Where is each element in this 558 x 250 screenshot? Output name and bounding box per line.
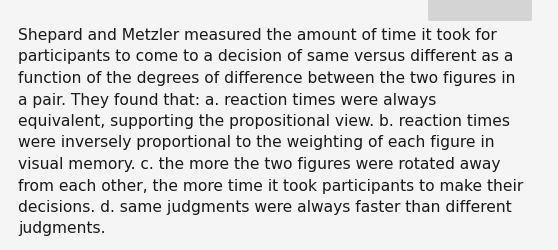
Text: equivalent, supporting the propositional view. b. reaction times: equivalent, supporting the propositional… — [18, 114, 510, 128]
Text: Shepard and Metzler measured the amount of time it took for: Shepard and Metzler measured the amount … — [18, 28, 497, 43]
Text: judgments.: judgments. — [18, 220, 105, 236]
Text: were inversely proportional to the weighting of each figure in: were inversely proportional to the weigh… — [18, 135, 494, 150]
Text: from each other, the more time it took participants to make their: from each other, the more time it took p… — [18, 178, 523, 193]
Text: function of the degrees of difference between the two figures in: function of the degrees of difference be… — [18, 71, 516, 86]
Text: participants to come to a decision of same versus different as a: participants to come to a decision of sa… — [18, 49, 513, 64]
Text: decisions. d. same judgments were always faster than different: decisions. d. same judgments were always… — [18, 199, 512, 214]
FancyBboxPatch shape — [428, 0, 532, 22]
Text: visual memory. c. the more the two figures were rotated away: visual memory. c. the more the two figur… — [18, 156, 501, 171]
Text: a pair. They found that: a. reaction times were always: a pair. They found that: a. reaction tim… — [18, 92, 436, 107]
